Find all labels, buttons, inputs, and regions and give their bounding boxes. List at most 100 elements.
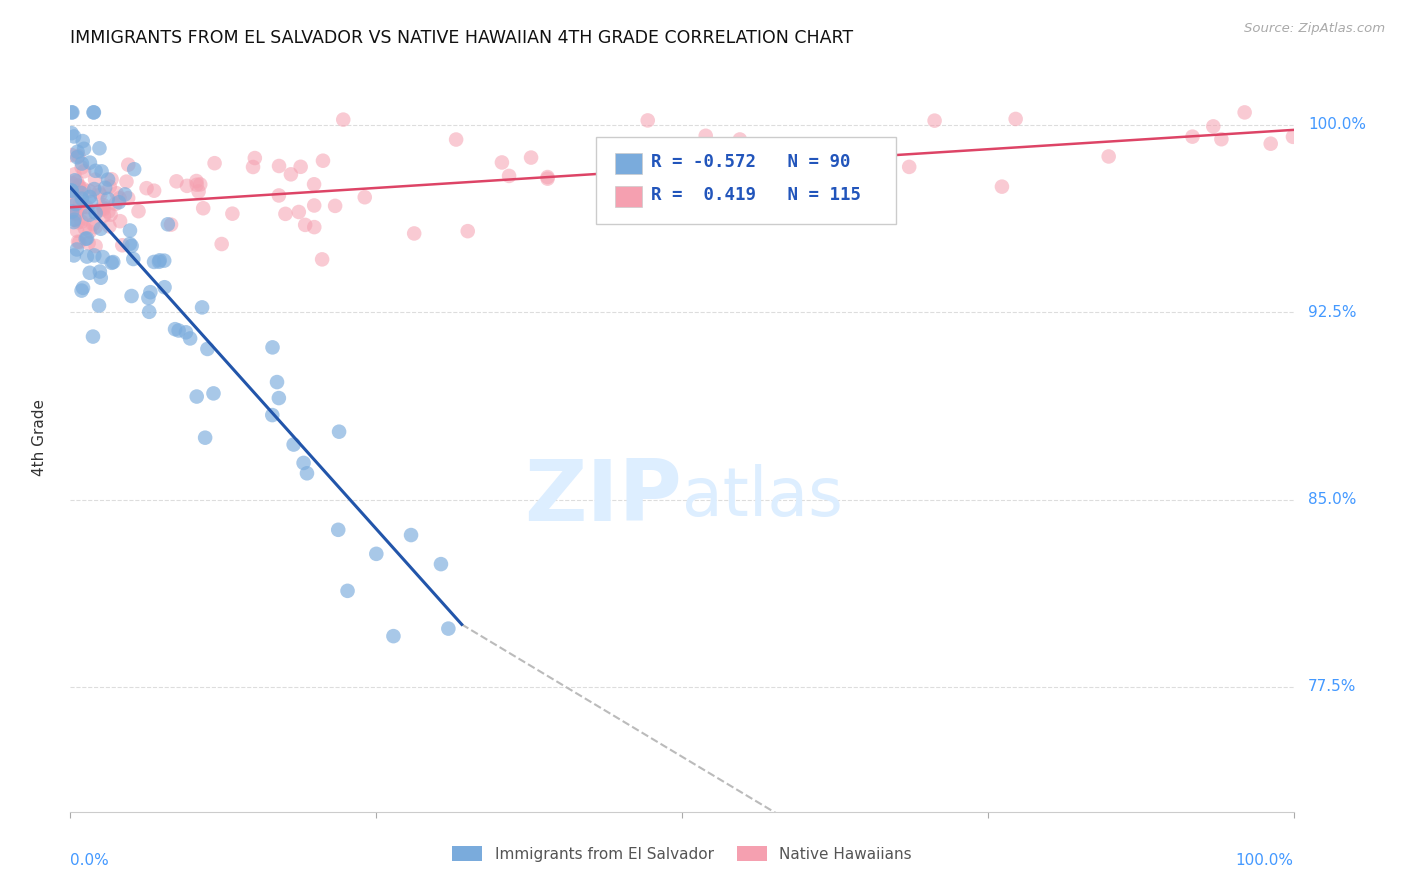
Point [243, 151, 266, 165]
Point [89, 141, 111, 155]
Point [70, 214, 93, 228]
Point [457, 224, 479, 238]
Text: 85.0%: 85.0% [1308, 492, 1357, 507]
Point [1233, 105, 1256, 120]
Point [1004, 112, 1026, 126]
Point [60, 190, 83, 204]
Point [91, 201, 114, 215]
Point [1202, 120, 1225, 134]
Point [73, 211, 96, 226]
Point [304, 220, 326, 235]
Point [70, 156, 93, 170]
Point [616, 148, 638, 162]
Point [193, 201, 215, 215]
Point [87, 186, 110, 200]
Point [262, 408, 284, 422]
Point [60, 148, 83, 162]
Point [72, 182, 94, 196]
Text: atlas: atlas [682, 464, 842, 530]
Point [135, 181, 157, 195]
Point [73, 164, 96, 178]
Point [332, 112, 354, 127]
Text: R =  0.419   N = 115: R = 0.419 N = 115 [651, 186, 862, 204]
Point [77, 208, 100, 222]
Point [66, 203, 89, 218]
Point [84, 206, 107, 220]
Point [67, 180, 90, 194]
Point [382, 629, 405, 643]
Point [60, 184, 83, 198]
FancyBboxPatch shape [596, 137, 896, 224]
Point [97, 204, 120, 219]
Point [118, 223, 141, 237]
Point [66, 235, 89, 249]
Point [104, 197, 127, 211]
Point [79, 266, 101, 280]
Point [84, 172, 107, 186]
Point [165, 322, 187, 336]
Point [63, 212, 86, 227]
Point [122, 162, 145, 177]
Point [117, 191, 139, 205]
Point [93, 198, 115, 212]
Point [114, 187, 136, 202]
Point [295, 467, 318, 481]
Point [66, 224, 89, 238]
Point [328, 425, 350, 439]
Point [87, 299, 110, 313]
Point [83, 248, 105, 262]
Point [636, 146, 658, 161]
Point [84, 164, 107, 178]
Point [97, 192, 120, 206]
Point [399, 528, 422, 542]
Point [491, 155, 513, 169]
Point [83, 182, 105, 196]
Point [274, 207, 297, 221]
Point [266, 375, 288, 389]
Point [94, 181, 117, 195]
Point [160, 218, 183, 232]
Point [90, 221, 112, 235]
Point [79, 155, 101, 169]
Point [148, 254, 170, 268]
Point [77, 184, 100, 198]
Point [149, 253, 172, 268]
Point [63, 173, 86, 187]
Text: 77.5%: 77.5% [1308, 680, 1357, 694]
Point [82, 217, 104, 231]
Point [186, 390, 208, 404]
Point [1211, 132, 1233, 146]
Point [100, 172, 122, 186]
Point [353, 190, 375, 204]
Point [197, 342, 219, 356]
Point [103, 255, 125, 269]
Point [991, 179, 1014, 194]
Point [84, 239, 107, 253]
Point [187, 185, 209, 199]
Point [280, 167, 302, 181]
Point [72, 134, 94, 148]
Point [437, 622, 460, 636]
Point [67, 178, 90, 193]
Point [138, 291, 160, 305]
Point [66, 145, 89, 159]
Point [65, 197, 87, 211]
Point [118, 236, 141, 251]
Point [100, 208, 122, 222]
Point [73, 221, 96, 235]
Point [90, 164, 112, 178]
Point [202, 386, 225, 401]
Point [108, 195, 131, 210]
Point [67, 235, 90, 249]
Legend: Immigrants from El Salvador, Native Hawaiians: Immigrants from El Salvador, Native Hawa… [446, 839, 918, 868]
Point [62, 215, 84, 229]
Point [128, 204, 150, 219]
Point [153, 280, 176, 294]
Point [143, 184, 166, 198]
Point [166, 174, 188, 188]
Point [143, 255, 166, 269]
Point [336, 583, 359, 598]
Point [174, 326, 197, 340]
Point [122, 252, 145, 266]
Point [283, 437, 305, 451]
